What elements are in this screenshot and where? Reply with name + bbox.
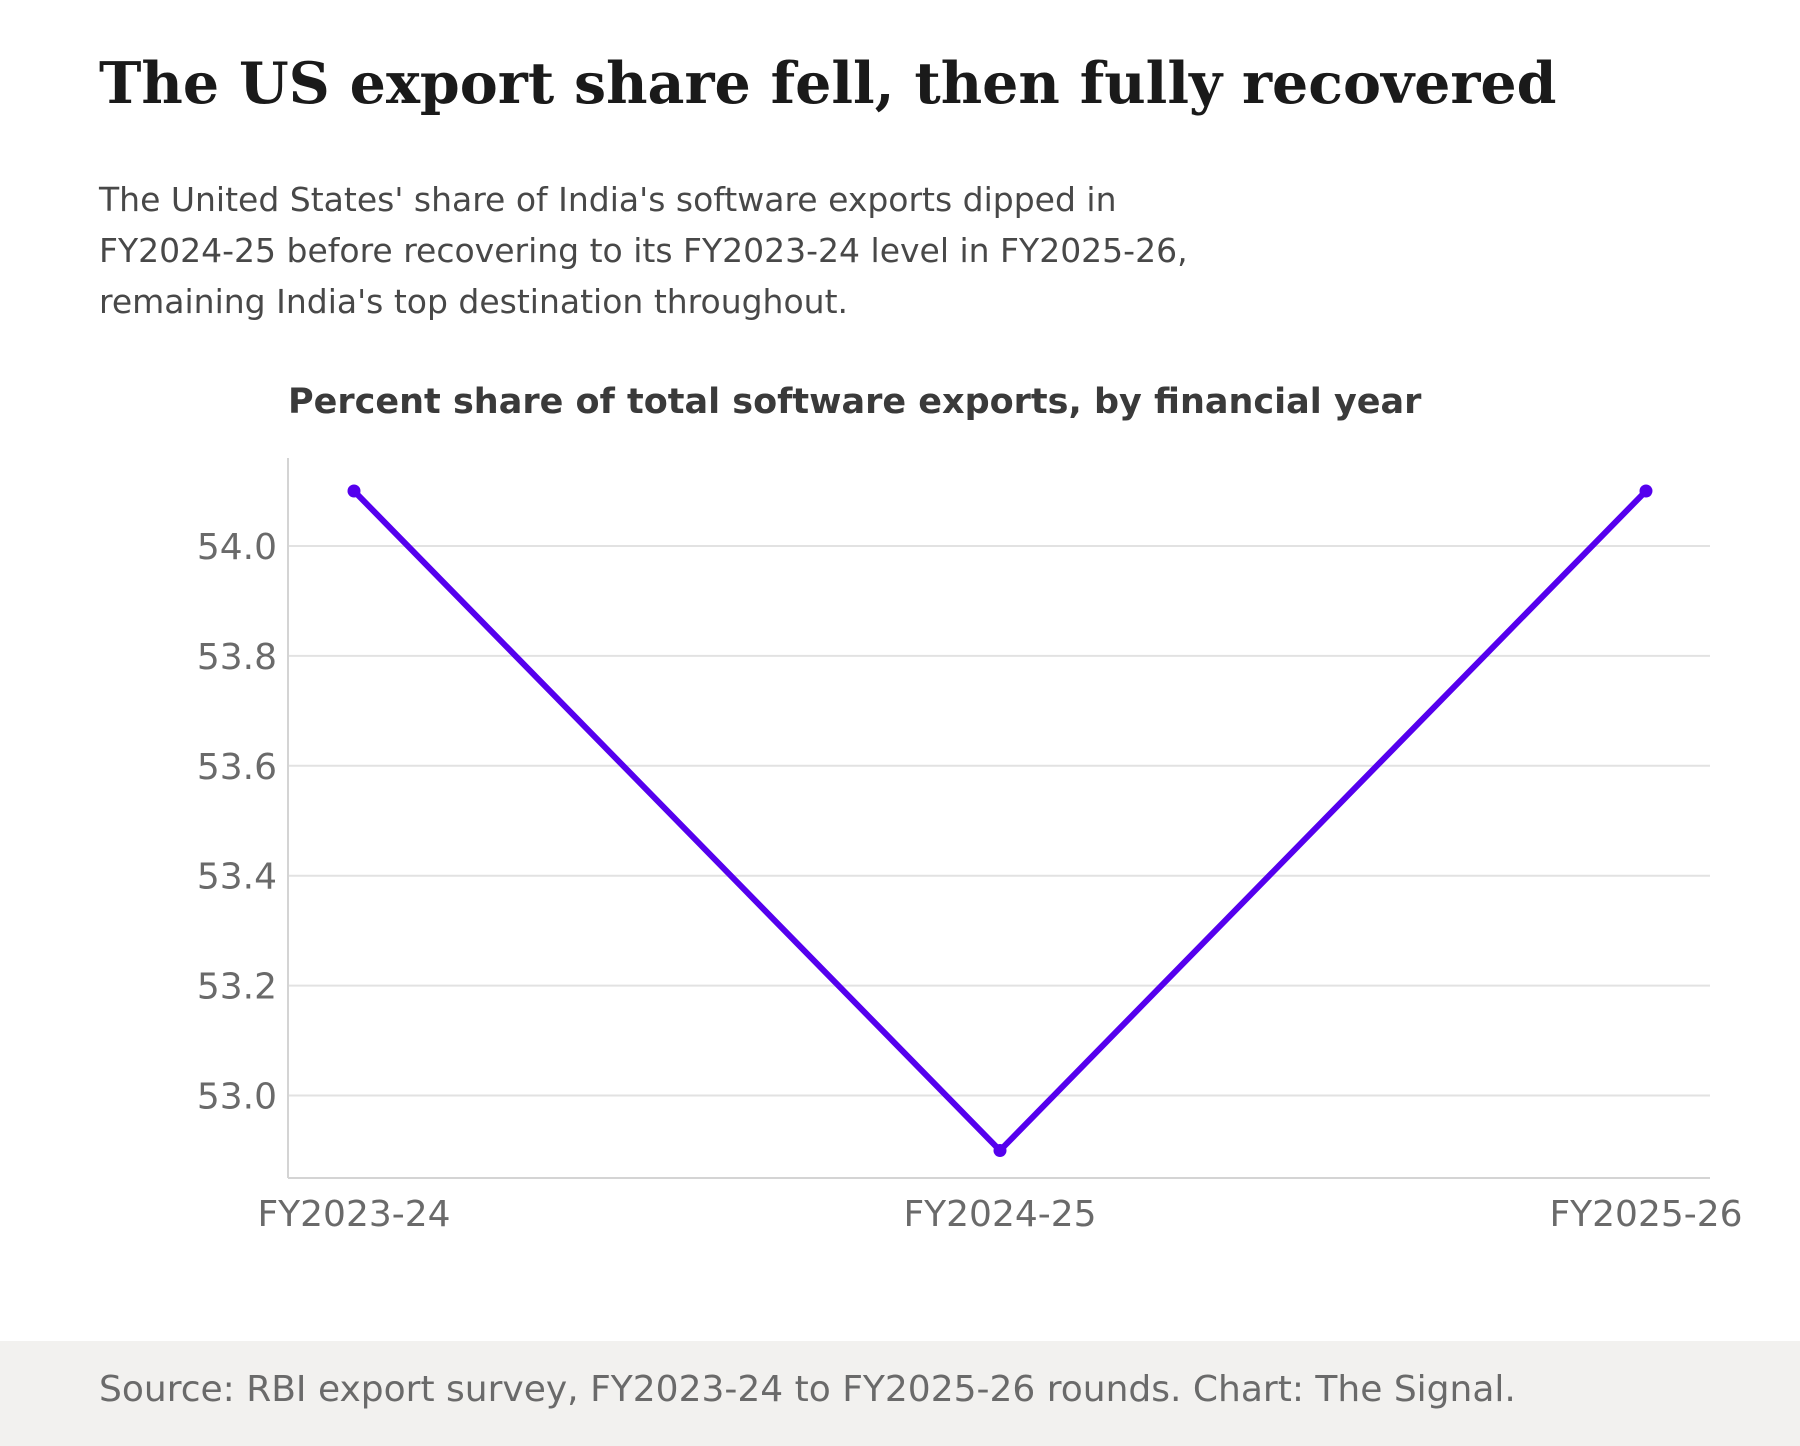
x-tick-label: FY2023-24	[257, 1194, 450, 1235]
x-tick-labels: FY2023-24 FY2024-25 FY2025-26	[257, 1194, 1742, 1235]
page-title: The US export share fell, then fully rec…	[99, 50, 1557, 117]
y-tick-label: 53.8	[197, 637, 277, 678]
x-tick-label: FY2024-25	[903, 1194, 1096, 1235]
subtitle-line: remaining India's top destination throug…	[99, 282, 849, 321]
y-tick-labels: 53.0 53.2 53.4 53.6 53.8 54.0	[197, 527, 277, 1118]
y-tick-label: 53.6	[197, 747, 277, 788]
y-tick-label: 53.0	[197, 1077, 277, 1118]
y-tick-label: 53.2	[197, 967, 277, 1008]
source-note: Source: RBI export survey, FY2023-24 to …	[99, 1369, 1516, 1410]
line-chart: Percent share of total software exports,…	[197, 382, 1743, 1235]
data-point	[347, 484, 361, 498]
chart-title: Percent share of total software exports,…	[288, 382, 1422, 422]
subtitle-line: The United States' share of India's soft…	[99, 180, 1117, 219]
series-line	[351, 487, 1649, 1155]
subtitle-line: FY2024-25 before recovering to its FY202…	[99, 231, 1188, 270]
y-tick-label: 53.4	[197, 857, 277, 898]
y-tick-label: 54.0	[197, 527, 277, 568]
series	[347, 484, 1653, 1158]
data-point	[1639, 484, 1653, 498]
data-point	[993, 1144, 1007, 1158]
x-tick-label: FY2025-26	[1549, 1194, 1742, 1235]
footer: Source: RBI export survey, FY2023-24 to …	[0, 1341, 1800, 1446]
gridlines	[288, 544, 1710, 1097]
axes	[287, 458, 1710, 1179]
page-subtitle: The United States' share of India's soft…	[99, 174, 1499, 327]
